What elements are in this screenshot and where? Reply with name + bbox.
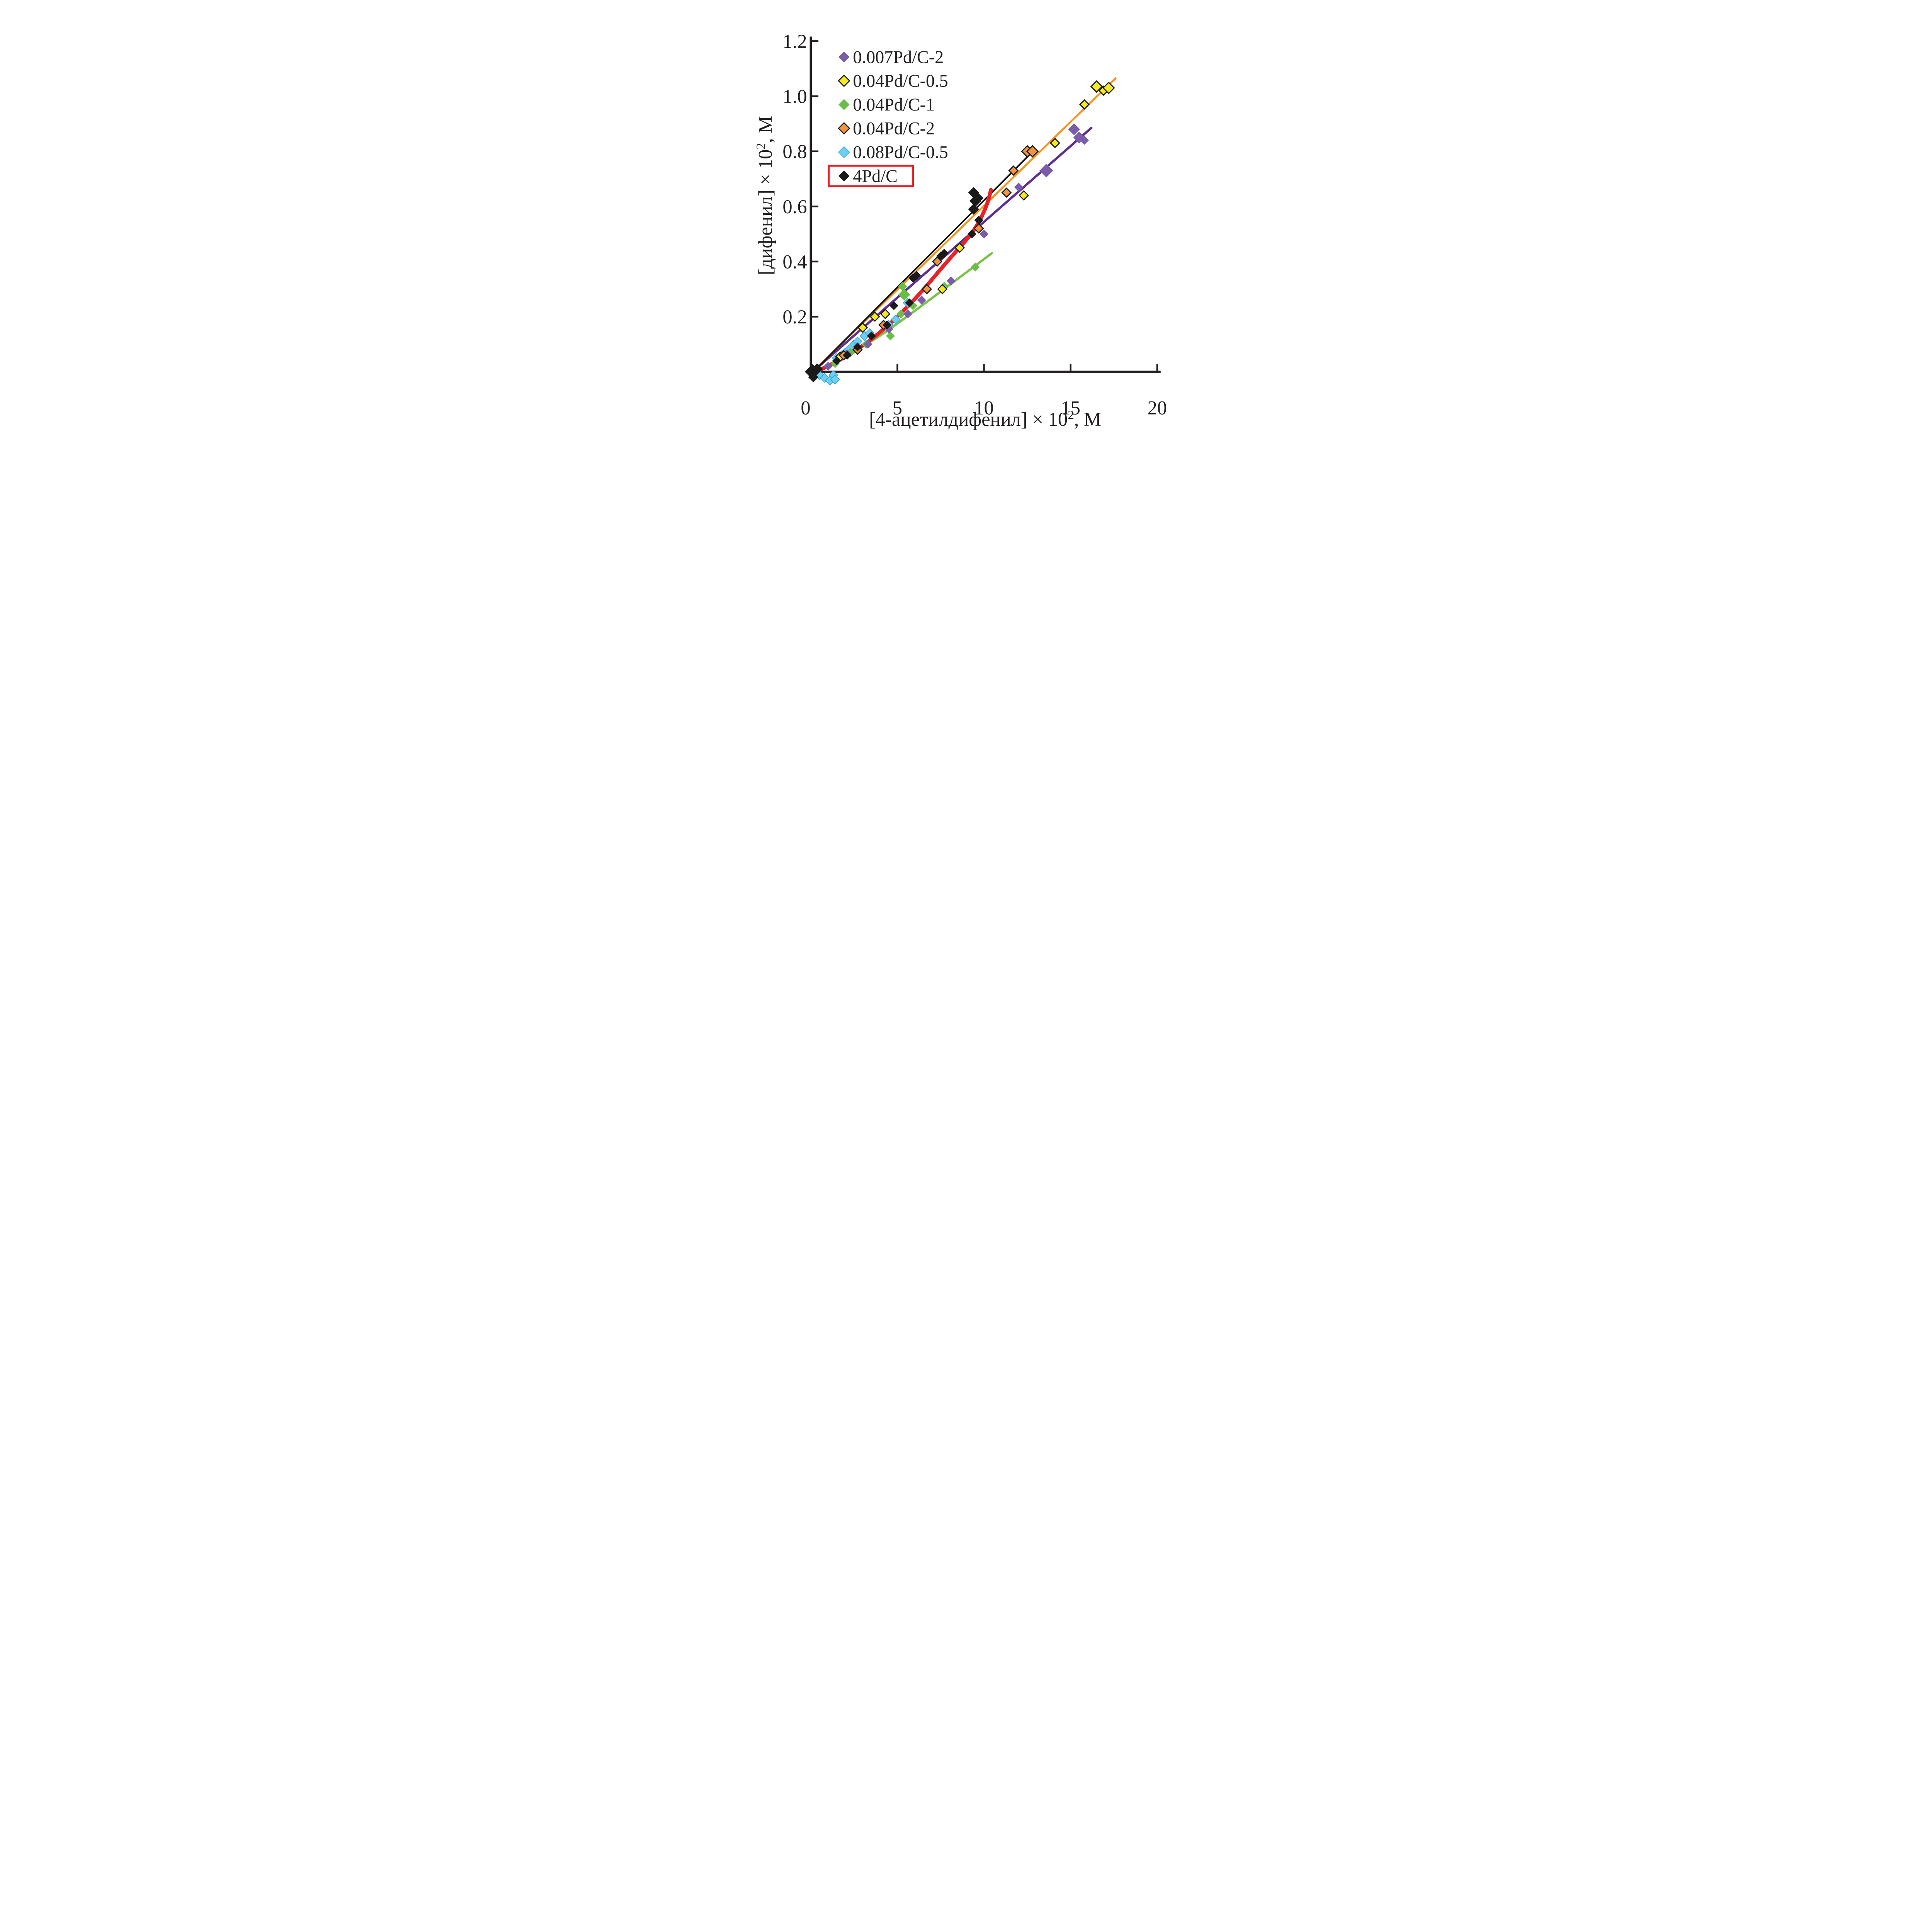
y-tick-label-0.8: 0.8	[782, 141, 807, 162]
legend-item-0.04Pd/C-1: 0.04Pd/C-1	[838, 95, 935, 114]
data-point	[808, 372, 819, 383]
data-point	[1026, 145, 1039, 158]
data-point	[880, 308, 891, 319]
data-point	[1008, 165, 1019, 176]
legend-highlight-box	[828, 165, 914, 187]
data-point	[1049, 138, 1060, 148]
data-point	[1001, 187, 1012, 198]
data-point	[889, 301, 898, 310]
legend-label-0.007Pd/C-2: 0.007Pd/C-2	[853, 47, 944, 67]
x-tick-label-15: 15	[1061, 397, 1080, 419]
data-point	[891, 314, 901, 325]
y-tick-label-1.2: 1.2	[782, 31, 807, 52]
data-point	[922, 284, 932, 294]
x-tick-label-0: 0	[801, 397, 810, 419]
data-point	[869, 311, 880, 322]
y-tick-label-0.2: 0.2	[782, 306, 807, 328]
x-tick-label-10: 10	[974, 397, 994, 419]
legend-label-0.04Pd/C-0.5: 0.04Pd/C-0.5	[853, 71, 948, 90]
data-point	[937, 284, 948, 294]
data-point	[1039, 163, 1053, 178]
data-point	[846, 348, 855, 357]
data-point	[932, 256, 942, 267]
legend-item-4Pd/C: 4Pd/C	[828, 165, 914, 187]
legend-item-0.08Pd/C-0.5: 0.08Pd/C-0.5	[838, 142, 948, 162]
x-tick-label-20: 20	[1147, 397, 1167, 419]
y-tick-label-0.4: 0.4	[782, 251, 807, 272]
x-tick-label-5: 5	[893, 397, 902, 419]
legend-marker-0.04Pd/C-0.5	[838, 74, 850, 87]
chart-figure: 0 5 10 15 20 0.2 0.4 0.6 0.8 1.0 1.2 [4-ацетилдифен…	[753, 0, 1179, 438]
data-point	[867, 331, 876, 340]
legend-label-0.08Pd/C-0.5: 0.08Pd/C-0.5	[853, 142, 948, 162]
scatter-chart: 0 5 10 15 20 0.2 0.4 0.6 0.8 1.0 1.2 [4-ацетилдифен…	[753, 0, 1179, 438]
data-point	[811, 363, 823, 375]
y-axis-title: [дифенил] × 102, М	[754, 116, 776, 275]
y-tick-label-0.6: 0.6	[782, 196, 807, 218]
legend-item-0.04Pd/C-0.5: 0.04Pd/C-0.5	[838, 71, 948, 90]
data-point	[882, 320, 892, 330]
legend-item-0.007Pd/C-2: 0.007Pd/C-2	[838, 47, 944, 67]
legend-marker-0.08Pd/C-0.5	[838, 146, 850, 158]
data-point	[898, 289, 910, 301]
data-point	[968, 187, 979, 198]
legend: 0.007Pd/C-2 0.04Pd/C-0.5 0.04Pd/C-1 0.04Pd/…	[828, 47, 948, 187]
y-tick-label-1.0: 1.0	[782, 86, 807, 107]
data-point	[1090, 80, 1103, 93]
axes: 0 5 10 15 20 0.2 0.4 0.6 0.8 1.0 1.2 [4-ацетилдифен…	[754, 31, 1167, 430]
legend-label-4Pd/C: 4Pd/C	[853, 166, 898, 186]
legend-item-0.04Pd/C-2: 0.04Pd/C-2	[838, 119, 935, 138]
x-axis-title: [4-ацетилдифенил] × 102, М	[869, 408, 1101, 430]
data-point	[1079, 99, 1090, 110]
data-point	[1102, 82, 1115, 94]
data-point	[954, 242, 965, 253]
fit-line-4Pd/C	[814, 188, 993, 374]
fit-line-0.04Pd/C-2	[812, 149, 1035, 373]
data-point	[898, 282, 907, 291]
data-point	[908, 274, 918, 283]
data-point	[974, 216, 983, 225]
data-point	[1019, 190, 1029, 201]
legend-label-0.04Pd/C-1: 0.04Pd/C-1	[853, 95, 935, 114]
legend-marker-0.04Pd/C-2	[838, 122, 850, 135]
data-point	[832, 356, 842, 366]
data-point	[973, 223, 984, 234]
data-point	[830, 374, 840, 384]
legend-label-0.04Pd/C-2: 0.04Pd/C-2	[853, 119, 935, 138]
data-point	[823, 362, 833, 371]
data-point	[857, 322, 868, 333]
